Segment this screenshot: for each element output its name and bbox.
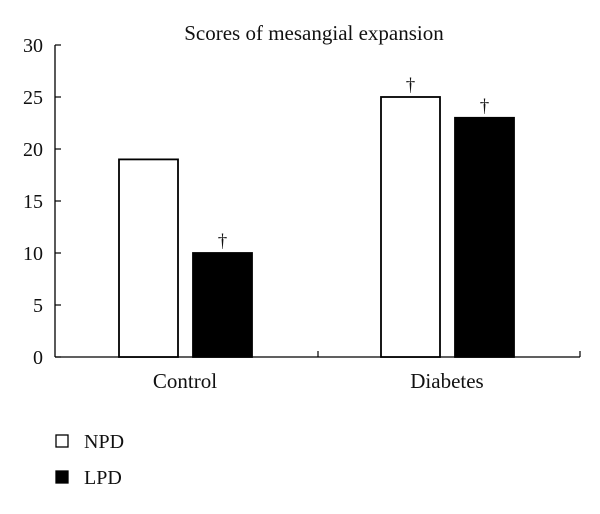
y-tick-label: 15 xyxy=(23,191,43,213)
y-tick-label: 30 xyxy=(23,35,43,57)
y-tick-label: 25 xyxy=(23,87,43,109)
legend-label-lpd: LPD xyxy=(84,467,122,489)
y-tick-label: 10 xyxy=(23,243,43,265)
legend: NPD LPD xyxy=(55,431,124,489)
y-tick-label: 20 xyxy=(23,139,43,161)
chart-title: Scores of mesangial expansion xyxy=(184,21,444,45)
significance-marker: † xyxy=(218,231,228,252)
y-tick-label: 5 xyxy=(33,295,43,317)
legend-label-npd: NPD xyxy=(84,431,124,453)
plot-area: 0 5 10 15 20 25 30 † Control † † Diabetes xyxy=(23,35,581,393)
bar-lpd-control xyxy=(192,252,253,358)
y-tick-label: 0 xyxy=(33,347,43,369)
legend-swatch-lpd xyxy=(55,470,69,484)
bar-lpd-diabetes xyxy=(454,116,515,358)
x-tick-label: Control xyxy=(153,369,217,393)
significance-marker: † xyxy=(480,96,490,117)
x-tick-label: Diabetes xyxy=(410,369,483,393)
legend-swatch-npd xyxy=(55,434,69,448)
bar-npd-control xyxy=(118,158,179,358)
bar-npd-diabetes xyxy=(380,96,441,358)
significance-marker: † xyxy=(406,75,416,96)
